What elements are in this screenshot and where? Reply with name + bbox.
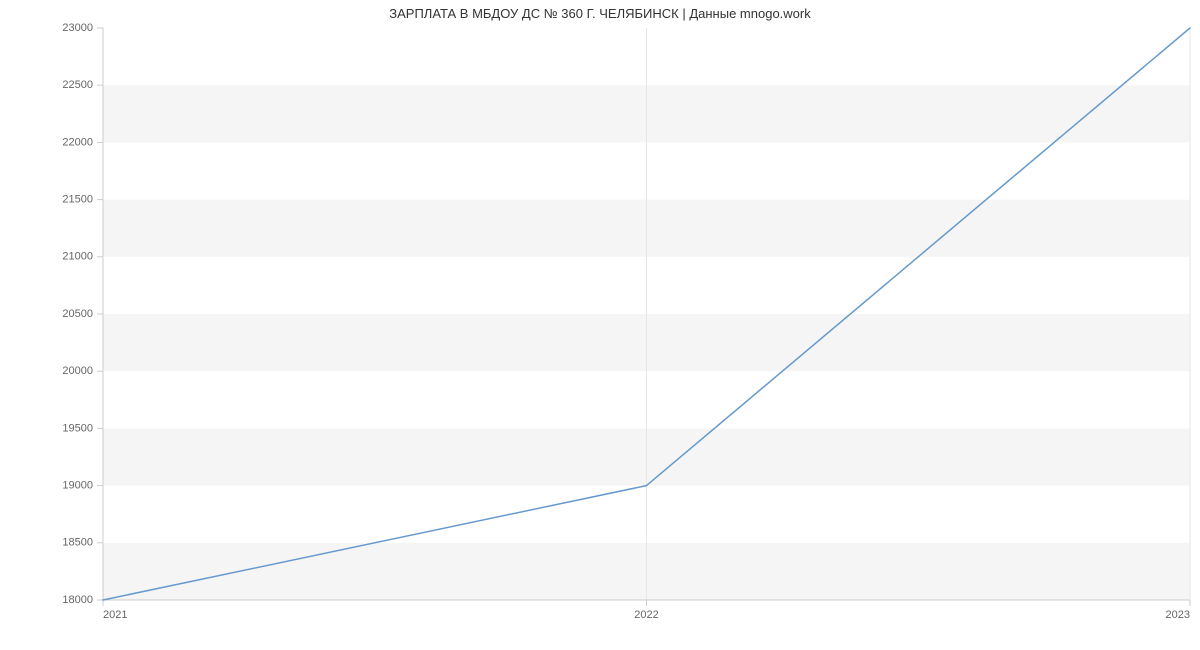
line-chart: ЗАРПЛАТА В МБДОУ ДС № 360 Г. ЧЕЛЯБИНСК |… xyxy=(0,0,1200,650)
x-tick-label: 2022 xyxy=(634,609,658,621)
y-tick-label: 19500 xyxy=(62,422,93,434)
y-tick-label: 22000 xyxy=(62,136,93,148)
y-tick-label: 23000 xyxy=(62,22,93,34)
y-tick-label: 20000 xyxy=(62,365,93,377)
y-tick-label: 21500 xyxy=(62,194,93,206)
x-tick-label: 2021 xyxy=(103,609,127,621)
y-tick-label: 18500 xyxy=(62,537,93,549)
y-tick-label: 19000 xyxy=(62,480,93,492)
y-tick-label: 18000 xyxy=(62,594,93,606)
chart-title: ЗАРПЛАТА В МБДОУ ДС № 360 Г. ЧЕЛЯБИНСК |… xyxy=(0,6,1200,21)
y-tick-label: 22500 xyxy=(62,79,93,91)
x-tick-label: 2023 xyxy=(1166,609,1190,621)
chart-svg: 18000 18500 19000 19500 20000 20500 21000 21500… xyxy=(0,0,1200,650)
y-tick-label: 20500 xyxy=(62,308,93,320)
y-tick-label: 21000 xyxy=(62,251,93,263)
